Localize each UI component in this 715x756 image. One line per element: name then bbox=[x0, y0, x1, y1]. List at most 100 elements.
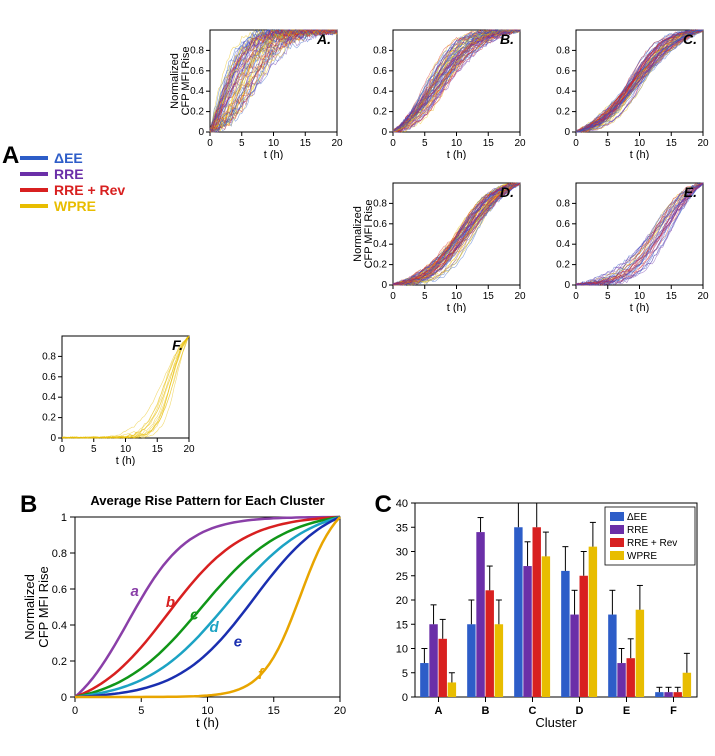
svg-text:0.4: 0.4 bbox=[190, 86, 204, 97]
svg-text:0.8: 0.8 bbox=[373, 45, 387, 56]
svg-text:10: 10 bbox=[634, 291, 646, 302]
svg-text:0.6: 0.6 bbox=[373, 219, 387, 230]
legend-item: ΔEE bbox=[20, 150, 160, 166]
svg-text:0.4: 0.4 bbox=[556, 239, 570, 250]
svg-text:0: 0 bbox=[381, 127, 387, 138]
svg-text:5: 5 bbox=[239, 138, 245, 149]
subpanel-F: 0510152000.20.40.60.8t (h)F. bbox=[20, 326, 160, 471]
svg-text:A: A bbox=[434, 705, 442, 717]
svg-text:t (h): t (h) bbox=[116, 455, 136, 466]
svg-text:0.8: 0.8 bbox=[556, 45, 570, 56]
svg-text:0.6: 0.6 bbox=[556, 219, 570, 230]
svg-text:0.8: 0.8 bbox=[556, 198, 570, 209]
svg-text:0: 0 bbox=[390, 138, 396, 149]
svg-text:10: 10 bbox=[395, 644, 407, 656]
svg-text:0.8: 0.8 bbox=[52, 548, 67, 560]
svg-text:t (h): t (h) bbox=[447, 149, 467, 160]
svg-text:0.6: 0.6 bbox=[373, 66, 387, 77]
svg-text:0: 0 bbox=[401, 692, 407, 704]
subpanel-A: 0510152000.20.40.60.8t (h)NormalizedCFP … bbox=[168, 20, 343, 165]
legend-label: ΔEE bbox=[54, 150, 83, 166]
svg-text:15: 15 bbox=[152, 444, 164, 455]
svg-text:0: 0 bbox=[59, 444, 65, 455]
svg-text:35: 35 bbox=[395, 522, 407, 534]
legend-swatch bbox=[20, 188, 48, 192]
svg-text:t (h): t (h) bbox=[264, 149, 284, 160]
svg-text:0.4: 0.4 bbox=[373, 86, 387, 97]
svg-text:CFP MFI Rise: CFP MFI Rise bbox=[180, 47, 192, 116]
svg-text:Normalized: Normalized bbox=[22, 574, 37, 640]
svg-text:10: 10 bbox=[634, 138, 646, 149]
svg-text:5: 5 bbox=[422, 138, 428, 149]
svg-text:c: c bbox=[190, 607, 199, 624]
svg-text:0.6: 0.6 bbox=[52, 584, 67, 596]
subpanel-E: 0510152000.20.40.60.8t (h)E. bbox=[534, 173, 709, 318]
svg-text:15: 15 bbox=[666, 138, 678, 149]
svg-text:d: d bbox=[210, 619, 220, 636]
svg-text:10: 10 bbox=[451, 138, 463, 149]
svg-text:0: 0 bbox=[61, 692, 67, 704]
svg-text:20: 20 bbox=[697, 138, 709, 149]
svg-text:ΔEE: ΔEE bbox=[627, 512, 647, 523]
subpanel-D: 0510152000.20.40.60.8t (h)NormalizedCFP … bbox=[351, 173, 526, 318]
svg-text:RRE: RRE bbox=[627, 525, 648, 536]
svg-text:F.: F. bbox=[172, 337, 183, 353]
svg-text:0: 0 bbox=[573, 138, 579, 149]
legend-swatch bbox=[20, 172, 48, 176]
svg-text:0.4: 0.4 bbox=[52, 620, 67, 632]
svg-text:5: 5 bbox=[422, 291, 428, 302]
svg-text:0.2: 0.2 bbox=[52, 656, 67, 668]
svg-text:20: 20 bbox=[331, 138, 343, 149]
svg-text:0: 0 bbox=[390, 291, 396, 302]
legend-label: RRE bbox=[54, 166, 84, 182]
svg-text:15: 15 bbox=[483, 291, 495, 302]
svg-text:10: 10 bbox=[451, 291, 463, 302]
svg-text:20: 20 bbox=[334, 705, 346, 717]
svg-text:0.4: 0.4 bbox=[42, 392, 56, 403]
svg-text:t (h): t (h) bbox=[447, 302, 467, 313]
svg-text:RRE + Rev: RRE + Rev bbox=[627, 538, 677, 549]
svg-text:D.: D. bbox=[500, 184, 514, 200]
svg-text:CFP MFI Rise: CFP MFI Rise bbox=[363, 200, 375, 269]
svg-text:20: 20 bbox=[395, 595, 407, 607]
svg-text:30: 30 bbox=[395, 547, 407, 559]
svg-text:40: 40 bbox=[395, 498, 407, 510]
svg-text:0: 0 bbox=[564, 280, 570, 291]
svg-text:5: 5 bbox=[138, 705, 144, 717]
panel-b-label: B bbox=[20, 491, 37, 519]
svg-text:t (h): t (h) bbox=[630, 302, 650, 313]
svg-text:10: 10 bbox=[120, 444, 132, 455]
svg-text:0.2: 0.2 bbox=[556, 260, 570, 271]
legend-swatch bbox=[20, 204, 48, 208]
svg-text:0: 0 bbox=[72, 705, 78, 717]
svg-text:5: 5 bbox=[605, 138, 611, 149]
svg-text:0.8: 0.8 bbox=[42, 351, 56, 362]
svg-text:0: 0 bbox=[207, 138, 213, 149]
svg-text:E.: E. bbox=[684, 184, 697, 200]
svg-text:D: D bbox=[575, 705, 583, 717]
svg-text:5: 5 bbox=[401, 668, 407, 680]
svg-text:E: E bbox=[622, 705, 629, 717]
svg-text:0.6: 0.6 bbox=[42, 372, 56, 383]
svg-text:10: 10 bbox=[268, 138, 280, 149]
svg-text:t (h): t (h) bbox=[630, 149, 650, 160]
svg-text:WPRE: WPRE bbox=[627, 551, 657, 562]
legend-items: ΔEERRERRE + RevWPRE bbox=[20, 150, 160, 214]
legend-item: RRE bbox=[20, 166, 160, 182]
legend-item: RRE + Rev bbox=[20, 182, 160, 198]
svg-text:0.2: 0.2 bbox=[556, 107, 570, 118]
svg-text:0.2: 0.2 bbox=[190, 107, 204, 118]
panel-b-chart: B Average Rise Pattern for Each Cluster 0… bbox=[20, 491, 355, 736]
svg-text:5: 5 bbox=[91, 444, 97, 455]
legend-label: WPRE bbox=[54, 198, 96, 214]
svg-text:B.: B. bbox=[500, 31, 514, 47]
svg-text:Average Rise Pattern for Each: Average Rise Pattern for Each Cluster bbox=[90, 493, 324, 508]
svg-text:B: B bbox=[481, 705, 489, 717]
legend: A ΔEERRERRE + RevWPRE bbox=[20, 20, 160, 318]
legend-item: WPRE bbox=[20, 198, 160, 214]
legend-label: RRE + Rev bbox=[54, 182, 125, 198]
svg-text:a: a bbox=[130, 583, 138, 600]
svg-text:0: 0 bbox=[198, 127, 204, 138]
svg-text:A.: A. bbox=[316, 31, 331, 47]
panel-c-label: C bbox=[375, 491, 392, 519]
